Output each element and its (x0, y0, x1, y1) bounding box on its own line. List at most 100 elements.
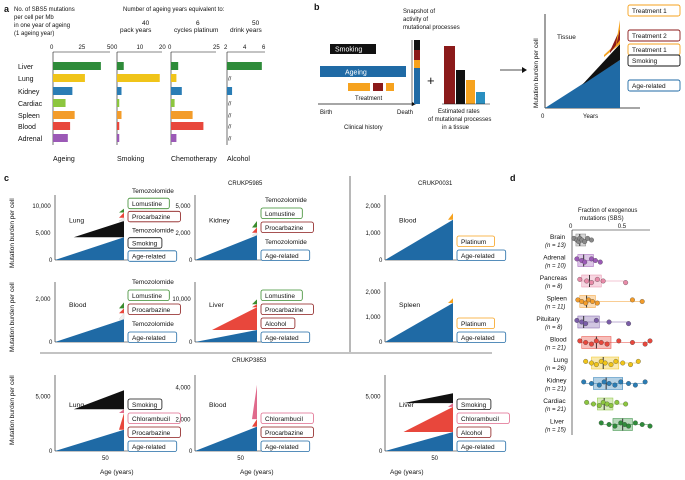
d-point (606, 422, 612, 427)
d-row-cardiac: Cardiac (n = 21) (543, 397, 629, 413)
d-row-pancreas: Pancreas (n = 8) (540, 274, 629, 290)
d-point (593, 317, 599, 323)
label-lomustine: Lomustine (260, 207, 303, 219)
subplot-7: 0 5,000 Lung Smoking Chlorambucil Procarbazin… (36, 375, 181, 462)
d-row-liver: Liver (n = 15) (545, 418, 653, 434)
d-point (596, 403, 602, 409)
y-tick: 5,000 (36, 395, 52, 401)
chart-label: Chemotherapy (171, 156, 217, 163)
burden-tissue-label: Tissue (557, 34, 576, 41)
bar-spleen (117, 111, 122, 119)
label-text: Temozolomide (132, 279, 174, 286)
label-platinum: Platinum (456, 317, 495, 329)
label-temozolomide: Temozolomide (265, 197, 307, 204)
subplot-tissue: Blood (69, 302, 87, 309)
label-box (260, 426, 314, 438)
burden-label-3: Treatment 1 (627, 43, 681, 56)
panel-a-title-line-2: per cell per Mb (14, 15, 54, 21)
chart-tick: 20 (159, 45, 166, 51)
d-tissue-n: (n = 21) (545, 387, 566, 393)
bar-cardiac (171, 99, 175, 107)
d-point (590, 299, 595, 304)
d-point (594, 276, 600, 282)
label-box (127, 210, 181, 223)
label-age-related: Age-related (456, 249, 507, 261)
chart-header-unit: drink years (230, 27, 263, 34)
tissue-label-blood: Blood (18, 124, 36, 131)
y-tick: 5,000 (36, 231, 52, 237)
area-smoking (73, 221, 124, 238)
area-smoking (73, 390, 124, 410)
area-alcohol (403, 406, 453, 432)
d-row-adrenal: Adrenal (n = 10) (543, 254, 603, 270)
label-text: Procarbazine (265, 430, 304, 437)
label-box (127, 331, 178, 343)
label-text: Smoking (632, 58, 658, 65)
subplot-2: 0 2,000 5,000 Kidney Temozolomide Lomustine Pr… (176, 195, 314, 264)
x-tick: 50 (431, 456, 438, 462)
bar-kidney (53, 87, 73, 95)
panel-d-boxplot: 0 0.5 Brain (n = 13) Adrenal (n = 10) Pancreas… (536, 224, 653, 435)
snapshot-line-3: mutational processes (403, 25, 460, 31)
area-lomustine (252, 299, 257, 305)
bar-kidney (171, 87, 182, 95)
history-treatment-label: Treatment (355, 96, 382, 102)
d-point (583, 340, 589, 345)
c-xlabel-3: Age (years) (390, 469, 424, 476)
panel-c: c CRUKP5985 CRUKP0031 CRUKP3853 Mutation… (4, 173, 510, 476)
label-text: Procarbazine (132, 430, 171, 437)
smoking-bar (330, 44, 376, 54)
label-age-related: Age-related (456, 331, 507, 343)
chart-tick: 25 (79, 45, 86, 51)
d-point (589, 360, 594, 366)
history-birth-label: Birth (320, 110, 332, 116)
d-point (623, 280, 629, 286)
burden-labels: Treatment 1 Treatment 2 Treatment 1 Smoking… (627, 4, 681, 92)
bar-cardiac (117, 99, 120, 107)
subplot-5: 0 10,000 Liver Lomustine Procarbazine Alcohol… (172, 282, 314, 346)
label-age-related: Age-related (456, 440, 507, 452)
label-text: Age-related (265, 253, 299, 260)
panel-c-letter: c (4, 173, 9, 183)
label-text: Temozolomide (132, 227, 174, 234)
d-row-lung: Lung (n = 26) (545, 356, 641, 372)
area-chlorambucil (252, 384, 257, 420)
label-text: Age-related (132, 444, 166, 451)
y-tick: 10,000 (32, 204, 51, 210)
d-point (584, 278, 590, 284)
panel-a-title-line-3: in one year of ageing (14, 23, 70, 29)
d-point (614, 399, 620, 405)
label-box (127, 412, 181, 424)
d-point (632, 382, 638, 388)
label-text: Temozolomide (265, 197, 307, 204)
d-point (639, 299, 645, 304)
label-box (456, 235, 495, 247)
label-box (127, 289, 170, 301)
label-chlorambucil: Chlorambucil (260, 412, 314, 424)
label-text: Temozolomide (132, 321, 174, 328)
origin-tick: 0 (49, 258, 53, 264)
area-age-related (195, 330, 257, 342)
label-text: Age-related (265, 335, 299, 342)
y-tick: 4,000 (176, 386, 192, 392)
label-text: Age-related (461, 253, 495, 260)
burden-origin: 0 (541, 114, 545, 120)
label-age-related: Age-related (260, 249, 311, 261)
subplot-tissue: Kidney (209, 217, 230, 224)
burden-xlabel: Years (583, 114, 598, 120)
rates-line-2: of mutational processes (428, 117, 491, 123)
rates-line-3: in a tissue (442, 125, 470, 131)
c-ylabel-row1: Mutation burden per cell (9, 198, 16, 268)
d-point (647, 338, 653, 344)
label-text: Procarbazine (132, 214, 171, 221)
label-text: Chlorambucil (132, 416, 170, 423)
panel-c-subplots: 0 5,000 10,000 Lung Temozolomide Lomustine Pro… (32, 188, 510, 462)
area-smoking (403, 393, 453, 404)
label-text: Age-related (461, 444, 495, 451)
bar-kidney (227, 87, 233, 95)
d-point (583, 321, 589, 327)
tissue-label-lung: Lung (18, 76, 34, 83)
origin-tick: 0 (379, 449, 383, 455)
label-temozolomide: Temozolomide (132, 227, 174, 234)
